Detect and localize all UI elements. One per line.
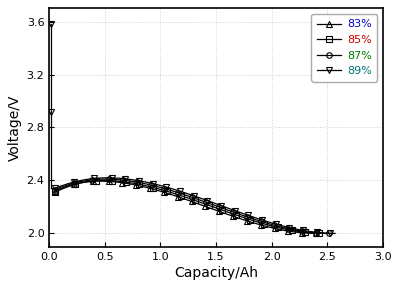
89% [114, 176, 118, 180]
87% [134, 180, 139, 184]
Line: 87%: 87% [52, 176, 332, 236]
89% [66, 182, 70, 185]
83% [115, 181, 120, 184]
Line: 89%: 89% [52, 175, 338, 236]
85% [165, 190, 170, 193]
87% [318, 231, 323, 235]
87% [263, 221, 268, 224]
89% [52, 187, 57, 190]
83% [52, 189, 57, 193]
83% [97, 179, 102, 183]
X-axis label: Capacity/Ah: Capacity/Ah [174, 266, 258, 280]
89% [210, 200, 214, 204]
85% [100, 179, 105, 182]
83% [162, 191, 166, 194]
87% [327, 232, 332, 235]
85% [52, 191, 57, 194]
85% [238, 215, 243, 218]
Y-axis label: Voltage/V: Voltage/V [8, 94, 22, 161]
87% [52, 188, 57, 192]
83% [314, 232, 318, 235]
87% [102, 177, 107, 181]
89% [141, 180, 146, 183]
85% [266, 223, 271, 227]
Legend: 83%, 85%, 87%, 89%: 83%, 85%, 87%, 89% [311, 14, 377, 82]
85% [59, 187, 64, 191]
89% [105, 176, 110, 179]
Line: 83%: 83% [52, 178, 319, 236]
85% [229, 212, 234, 215]
87% [130, 180, 135, 183]
83% [291, 230, 296, 234]
87% [290, 228, 295, 231]
87% [244, 215, 249, 219]
83% [309, 232, 314, 235]
83% [129, 183, 134, 186]
Line: 85%: 85% [52, 178, 327, 236]
89% [333, 232, 338, 235]
89% [92, 177, 96, 180]
85% [322, 232, 326, 235]
85% [216, 207, 220, 210]
89% [264, 220, 269, 223]
83% [90, 180, 95, 183]
